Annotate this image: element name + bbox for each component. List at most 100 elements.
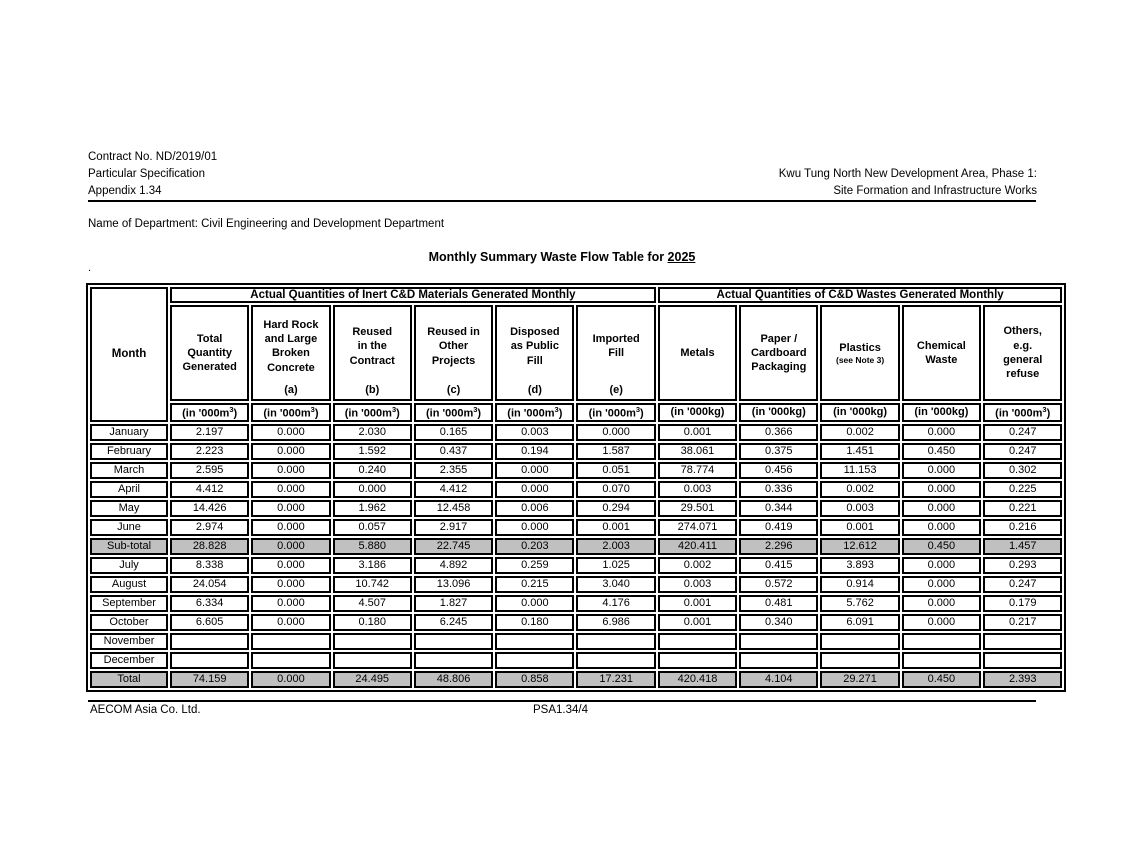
value-cell <box>576 651 656 669</box>
value-cell: 3.040 <box>576 575 656 593</box>
value-cell <box>332 632 412 650</box>
value-cell: 29.501 <box>657 499 738 517</box>
value-cell <box>170 651 250 669</box>
value-cell <box>739 632 819 650</box>
value-cell <box>170 632 250 650</box>
value-cell: 0.000 <box>495 480 575 498</box>
value-cell: 0.000 <box>251 480 331 498</box>
column-header: Imported Fill (e) <box>576 305 656 401</box>
value-cell: 0.000 <box>495 518 575 536</box>
value-cell: 0.165 <box>413 423 494 441</box>
column-header: Reused in Other Projects (c) <box>413 305 494 401</box>
value-cell: 6.334 <box>170 594 250 612</box>
table-row: October 6.605 0.000 0.180 6.245 0.180 6.986 0.0… <box>90 613 1063 631</box>
document-header-left: Contract No. ND/2019/01 Particular Speci… <box>88 149 217 200</box>
value-cell: 2.917 <box>413 518 494 536</box>
month-cell: November <box>90 632 168 650</box>
column-header: Total Quantity Generated <box>170 305 250 401</box>
value-cell: 0.001 <box>576 518 656 536</box>
value-cell: 2.223 <box>170 442 250 460</box>
value-cell: 0.003 <box>495 423 575 441</box>
column-sublabel: (a) <box>284 383 298 396</box>
value-cell: 4.176 <box>576 594 656 612</box>
value-cell: 0.000 <box>901 594 982 612</box>
value-cell <box>820 632 900 650</box>
value-cell <box>332 651 412 669</box>
column-header: Metals <box>657 305 738 401</box>
value-cell: 0.002 <box>820 480 900 498</box>
value-cell: 0.203 <box>495 537 575 555</box>
value-cell: 2.296 <box>739 537 819 555</box>
page-title-text: Monthly Summary Waste Flow Table for <box>428 250 668 264</box>
value-cell: 0.001 <box>657 423 738 441</box>
unit-cell: (in '000m3) <box>170 403 250 422</box>
value-cell: 0.194 <box>495 442 575 460</box>
value-cell: 0.000 <box>251 499 331 517</box>
value-cell: 11.153 <box>820 461 900 479</box>
value-cell: 3.186 <box>332 556 412 574</box>
value-cell: 0.217 <box>983 613 1063 631</box>
column-sublabel: (c) <box>446 383 461 396</box>
unit-cell: (in '000kg) <box>901 403 982 422</box>
table-row: January 2.197 0.000 2.030 0.165 0.003 0.000 0.0… <box>90 423 1063 441</box>
value-cell: 0.000 <box>251 670 331 688</box>
month-cell: Total <box>90 670 168 688</box>
value-cell: 2.393 <box>983 670 1063 688</box>
value-cell: 13.096 <box>413 575 494 593</box>
month-cell: May <box>90 499 168 517</box>
stray-dot: . <box>88 262 92 274</box>
month-cell: June <box>90 518 168 536</box>
value-cell <box>413 632 494 650</box>
footer-page-reference: PSA1.34/4 <box>533 704 588 716</box>
month-cell: July <box>90 556 168 574</box>
value-cell <box>413 651 494 669</box>
value-cell <box>739 651 819 669</box>
value-cell: 0.000 <box>251 613 331 631</box>
value-cell: 0.000 <box>495 594 575 612</box>
value-cell: 1.025 <box>576 556 656 574</box>
column-header: Paper / Cardboard Packaging <box>739 305 819 401</box>
value-cell: 6.605 <box>170 613 250 631</box>
value-cell: 8.338 <box>170 556 250 574</box>
table-row: Total 74.159 0.000 24.495 48.806 0.858 17.231 4… <box>90 670 1063 688</box>
unit-cell: (in '000m3) <box>332 403 412 422</box>
column-sublabel: (e) <box>609 383 623 396</box>
value-cell <box>983 651 1063 669</box>
value-cell: 1.451 <box>820 442 900 460</box>
value-cell: 0.572 <box>739 575 819 593</box>
month-cell: March <box>90 461 168 479</box>
value-cell: 0.000 <box>251 537 331 555</box>
value-cell <box>901 651 982 669</box>
value-cell: 4.104 <box>739 670 819 688</box>
unit-cell: (in '000m3) <box>251 403 331 422</box>
value-cell: 0.366 <box>739 423 819 441</box>
value-cell: 0.221 <box>983 499 1063 517</box>
value-cell <box>901 632 982 650</box>
value-cell: 48.806 <box>413 670 494 688</box>
column-header: Disposed as Public Fill (d) <box>495 305 575 401</box>
group-header-inert: Actual Quantities of Inert C&D Materials… <box>170 287 656 303</box>
value-cell: 0.002 <box>657 556 738 574</box>
table-row: September 6.334 0.000 4.507 1.827 0.000 4.176 0… <box>90 594 1063 612</box>
value-cell: 0.000 <box>251 442 331 460</box>
value-cell: 10.742 <box>332 575 412 593</box>
value-cell: 0.000 <box>251 594 331 612</box>
value-cell: 0.450 <box>901 670 982 688</box>
footer-company: AECOM Asia Co. Ltd. <box>90 704 201 716</box>
value-cell <box>251 651 331 669</box>
value-cell: 274.071 <box>657 518 738 536</box>
month-cell: Sub-total <box>90 537 168 555</box>
month-cell: December <box>90 651 168 669</box>
unit-cell: (in '000kg) <box>820 403 900 422</box>
value-cell: 0.216 <box>983 518 1063 536</box>
value-cell: 0.215 <box>495 575 575 593</box>
value-cell: 4.892 <box>413 556 494 574</box>
column-header: Plastics (see Note 3) <box>820 305 900 401</box>
project-title-line1: Kwu Tung North New Development Area, Pha… <box>778 168 1037 180</box>
value-cell: 0.000 <box>901 575 982 593</box>
value-cell: 0.259 <box>495 556 575 574</box>
value-cell: 0.001 <box>657 594 738 612</box>
value-cell: 14.426 <box>170 499 250 517</box>
waste-flow-table-container: Month Actual Quantities of Inert C&D Mat… <box>86 283 1067 692</box>
table-row: May 14.426 0.000 1.962 12.458 0.006 0.294 29.50… <box>90 499 1063 517</box>
